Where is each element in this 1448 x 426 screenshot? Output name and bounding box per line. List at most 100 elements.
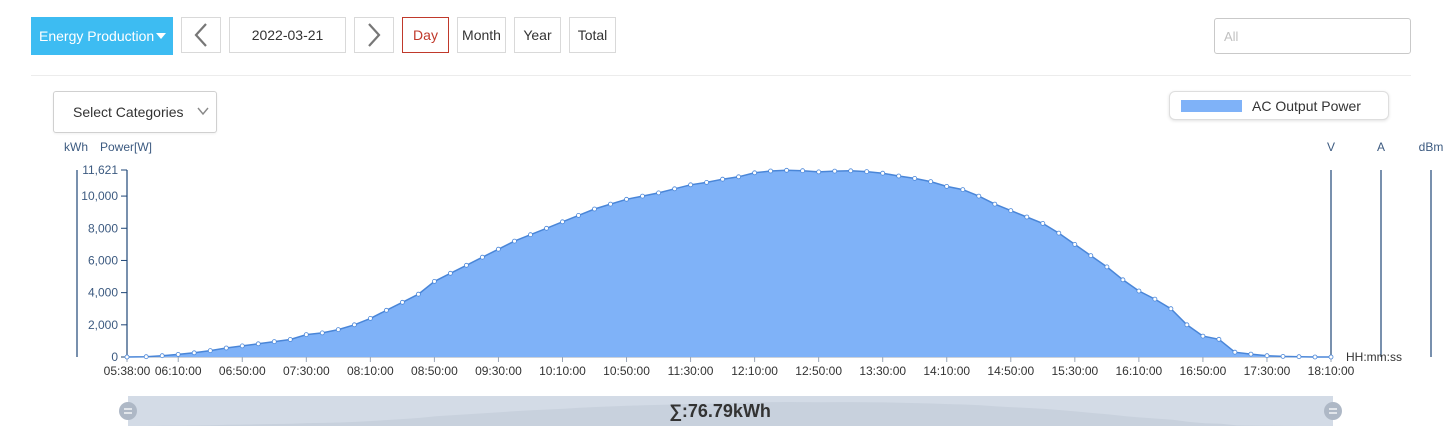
chevron-right-icon [368,23,381,47]
data-point [1200,333,1206,339]
data-point [720,176,725,182]
chart-legend[interactable]: AC Output Power [1169,91,1389,120]
x-tick-label: 10:10:00 [539,364,586,378]
data-point [624,196,629,202]
data-point [880,170,886,176]
caret-down-icon [156,33,166,39]
data-point [1232,349,1238,355]
series-ac-output-power [126,169,1331,358]
data-point [207,348,213,354]
data-point [656,190,661,196]
x-tick-label: 14:10:00 [923,364,970,378]
data-point [752,170,757,176]
data-point [351,322,357,328]
x-tick-label: 06:50:00 [219,364,266,378]
data-point [1296,354,1302,360]
data-point [1184,322,1190,328]
data-point [1008,208,1014,214]
data-point [1088,253,1094,259]
axis-title-0: kWh [64,140,88,154]
y-tick-label: 4,000 [88,286,118,300]
data-point [271,339,277,345]
data-point [1168,306,1174,312]
data-point [447,270,453,276]
data-point [928,179,934,185]
data-point [736,174,741,180]
energy-production-label: Energy Production [39,28,155,44]
range-handle-left[interactable] [119,402,137,420]
data-point [1072,241,1078,247]
data-point [383,307,389,313]
axis-title-right-2: dBm [1419,140,1444,154]
data-point [191,350,197,356]
range-handle-right[interactable] [1324,402,1342,420]
data-point [1280,353,1286,359]
day-tab[interactable]: Day [402,17,449,53]
data-point [944,183,950,189]
prev-date-button[interactable] [181,17,221,53]
data-point [1248,351,1254,357]
data-point [495,246,501,252]
data-point [992,201,998,207]
x-tick-label: 10:50:00 [603,364,650,378]
y-tick-label: 11,621 [82,163,118,177]
x-tick-label: 09:30:00 [475,364,522,378]
chevron-left-icon [194,23,207,47]
y-tick-label: 6,000 [88,253,118,267]
data-point [528,232,533,238]
x-tick-label: 18:10:00 [1308,364,1355,378]
x-tick-label: 12:10:00 [731,364,778,378]
year-tab[interactable]: Year [514,17,561,53]
data-point [864,169,870,175]
data-point [287,337,293,342]
data-point [175,351,181,357]
x-tick-label: 16:10:00 [1116,364,1163,378]
device-filter-input[interactable] [1214,18,1411,54]
y-tick-label: 2,000 [88,318,118,332]
axis-title-1: Power[W] [100,140,152,154]
x-tick-label: 17:30:00 [1244,364,1291,378]
data-point [1136,288,1142,294]
data-point [784,167,789,173]
data-point [960,187,966,193]
chevron-down-icon [197,107,209,116]
range-slider-preview [128,402,1333,426]
legend-entry-ac-output-power: AC Output Power [1252,97,1361,114]
data-point [239,343,245,349]
y-tick-label: 0 [111,350,118,364]
data-point [832,168,838,174]
data-point [816,169,822,175]
y-tick-label: 10,000 [81,189,118,203]
series-line [126,169,1331,358]
data-point [640,193,645,199]
x-tick-label: 12:50:00 [795,364,842,378]
data-point [1056,230,1062,236]
data-point [800,168,805,174]
data-point [335,327,341,333]
axis-title-right-0: V [1327,140,1335,154]
area-fill [127,170,1331,357]
data-point [319,330,325,336]
x-tick-label: 11:30:00 [668,364,714,378]
select-categories-label: Select Categories [73,104,184,120]
data-point [255,341,261,347]
total-tab[interactable]: Total [569,17,616,53]
data-point [1120,277,1126,283]
data-point [1264,353,1270,359]
data-point [479,254,485,260]
date-picker[interactable]: 2022-03-21 [229,17,346,53]
data-point [431,278,437,284]
month-tab[interactable]: Month [457,17,506,53]
data-point [367,315,373,321]
energy-production-dropdown[interactable]: Energy Production [31,17,173,55]
select-categories-dropdown[interactable]: Select Categories [53,91,217,133]
next-date-button[interactable] [354,17,394,53]
data-point [560,219,565,225]
data-point [1216,336,1222,342]
range-slider[interactable]: ∑:76.79kWh [119,396,1342,426]
x-tick-label: 07:30:00 [283,364,330,378]
data-point [592,206,597,212]
data-point [124,354,130,360]
